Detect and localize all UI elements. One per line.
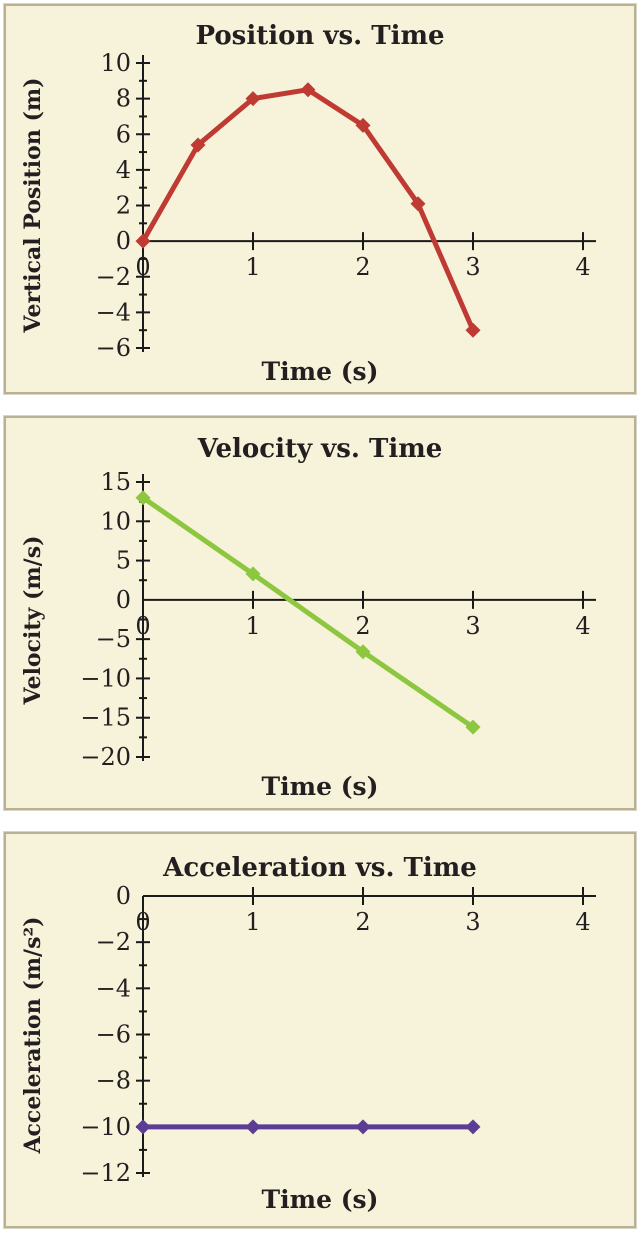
position-chart-panel: 0 1 2 3 4 −6 −4 −2 0 2 4 6 8 10 Position vs. Time Time … [4, 4, 636, 394]
y-tick-label: −10 [80, 1113, 131, 1141]
y-tick-label: 10 [100, 49, 131, 77]
x-tick-label: 1 [245, 908, 260, 936]
data-point-marker [135, 1119, 151, 1135]
x-tick-label: 2 [355, 908, 370, 936]
x-tick-label: 3 [465, 612, 480, 640]
data-point-marker [355, 117, 371, 133]
x-axis-label: Time (s) [262, 772, 379, 801]
data-point-marker [245, 566, 261, 582]
x-axis-label: Time (s) [262, 357, 379, 386]
x-tick-label: 0 [135, 253, 150, 281]
y-tick-label: −2 [96, 928, 131, 956]
y-tick-label: 10 [100, 507, 131, 535]
y-tick-label: 0 [116, 586, 131, 614]
x-tick-label: 2 [355, 253, 370, 281]
y-tick-label: 4 [116, 156, 131, 184]
y-tick-label: −12 [80, 1159, 131, 1187]
y-tick-label: −4 [96, 974, 131, 1002]
y-axis-label: Velocity (m/s) [20, 536, 46, 706]
y-axis-label: Acceleration (m/s²) [20, 916, 46, 1154]
data-point-marker [135, 233, 151, 249]
x-tick-label: 3 [465, 908, 480, 936]
y-tick-label: −15 [80, 704, 131, 732]
acceleration-chart-panel: 0 1 2 3 4 −12 −10 −8 −6 −4 −2 0 Acceleration vs. Tim… [4, 832, 636, 1228]
x-tick-label: 4 [575, 612, 590, 640]
y-tick-label: −5 [96, 625, 131, 653]
chart-title: Position vs. Time [195, 21, 444, 51]
velocity-chart-panel: 0 1 2 3 4 −20 −15 −10 −5 0 5 10 15 Velocity vs. Time T… [4, 416, 636, 810]
data-point-marker [465, 719, 481, 735]
y-tick-label: 5 [116, 547, 131, 575]
y-tick-label: 6 [116, 120, 131, 148]
chart-title: Velocity vs. Time [197, 434, 443, 464]
y-tick-label: 2 [116, 192, 131, 220]
data-point-marker [190, 137, 206, 153]
data-point-marker [245, 91, 261, 107]
y-tick-label: 0 [116, 227, 131, 255]
y-tick-label: −6 [96, 334, 131, 362]
y-tick-label: −8 [96, 1067, 131, 1095]
x-tick-label: 0 [135, 908, 150, 936]
y-tick-label: −6 [96, 1021, 131, 1049]
chart-title: Acceleration vs. Time [162, 853, 477, 883]
y-tick-label: 15 [100, 468, 131, 496]
y-tick-label: −4 [96, 298, 131, 326]
data-point-marker [245, 1119, 261, 1135]
data-line [140, 87, 476, 333]
x-tick-label: 4 [575, 253, 590, 281]
y-tick-label: 8 [116, 85, 131, 113]
x-tick-label: 2 [355, 612, 370, 640]
data-point-marker [300, 82, 316, 98]
data-point-marker [355, 1119, 371, 1135]
y-tick-label: −10 [80, 664, 131, 692]
y-axis-label: Vertical Position (m) [20, 77, 46, 333]
x-tick-label: 1 [245, 253, 260, 281]
x-tick-label: 4 [575, 908, 590, 936]
data-line [140, 495, 476, 730]
data-point-marker [355, 644, 371, 660]
data-point-marker [410, 196, 426, 212]
x-tick-label: 3 [465, 253, 480, 281]
data-point-marker [465, 1119, 481, 1135]
data-point-marker [135, 490, 151, 506]
x-tick-label: 1 [245, 612, 260, 640]
y-tick-label: −2 [96, 263, 131, 291]
x-axis-label: Time (s) [262, 1185, 379, 1214]
x-tick-label: 0 [135, 612, 150, 640]
y-tick-label: −20 [80, 743, 131, 771]
y-tick-label: 0 [116, 882, 131, 910]
data-point-marker [465, 322, 481, 338]
